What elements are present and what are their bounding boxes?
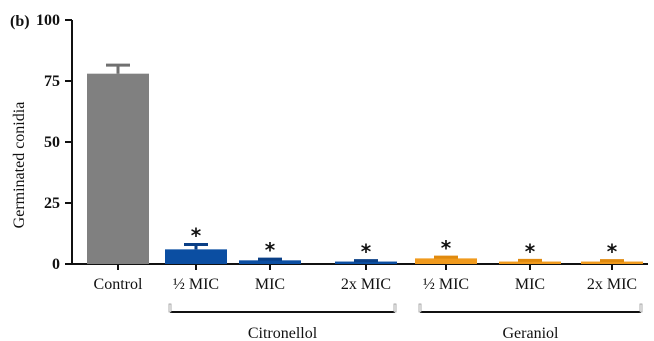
group-bracket-end: [419, 304, 421, 312]
y-axis: 0 25 50 75 100: [36, 12, 72, 273]
y-tick-label: 50: [44, 134, 60, 151]
x-tick-label: Control: [94, 276, 143, 293]
group-bracket-end: [640, 304, 642, 312]
y-tick-label: 75: [44, 73, 60, 90]
group-bracket-end: [394, 304, 396, 312]
group-bracket-end: [169, 304, 171, 312]
significance-marker: *: [361, 240, 372, 264]
y-tick-label: 0: [52, 256, 60, 273]
x-tick-label: MIC: [255, 276, 285, 293]
x-tick-label: ½ MIC: [423, 276, 469, 293]
x-axis: Control ½ MIC MIC 2x MIC ½ MIC MIC 2x MIC: [72, 264, 648, 293]
group-label: Citronellol: [248, 325, 318, 341]
bars: * * * * * *: [87, 65, 643, 264]
bar: [165, 249, 227, 264]
y-axis-label: Germinated conidia: [11, 102, 28, 229]
significance-marker: *: [525, 239, 536, 263]
bar: [87, 74, 149, 264]
panel-label: (b): [10, 13, 30, 30]
y-tick-label: 100: [36, 12, 60, 29]
x-tick-label: MIC: [515, 276, 545, 293]
significance-marker: *: [191, 223, 202, 247]
group-label: Geraniol: [503, 325, 560, 341]
significance-marker: *: [265, 238, 276, 262]
x-tick-label: 2x MIC: [587, 276, 637, 293]
significance-marker: *: [441, 236, 452, 260]
x-tick-label: ½ MIC: [173, 276, 219, 293]
significance-marker: *: [607, 240, 618, 264]
y-tick-label: 25: [44, 195, 60, 212]
x-tick-label: 2x MIC: [341, 276, 391, 293]
group-brackets: Citronellol Geraniol: [169, 304, 642, 341]
